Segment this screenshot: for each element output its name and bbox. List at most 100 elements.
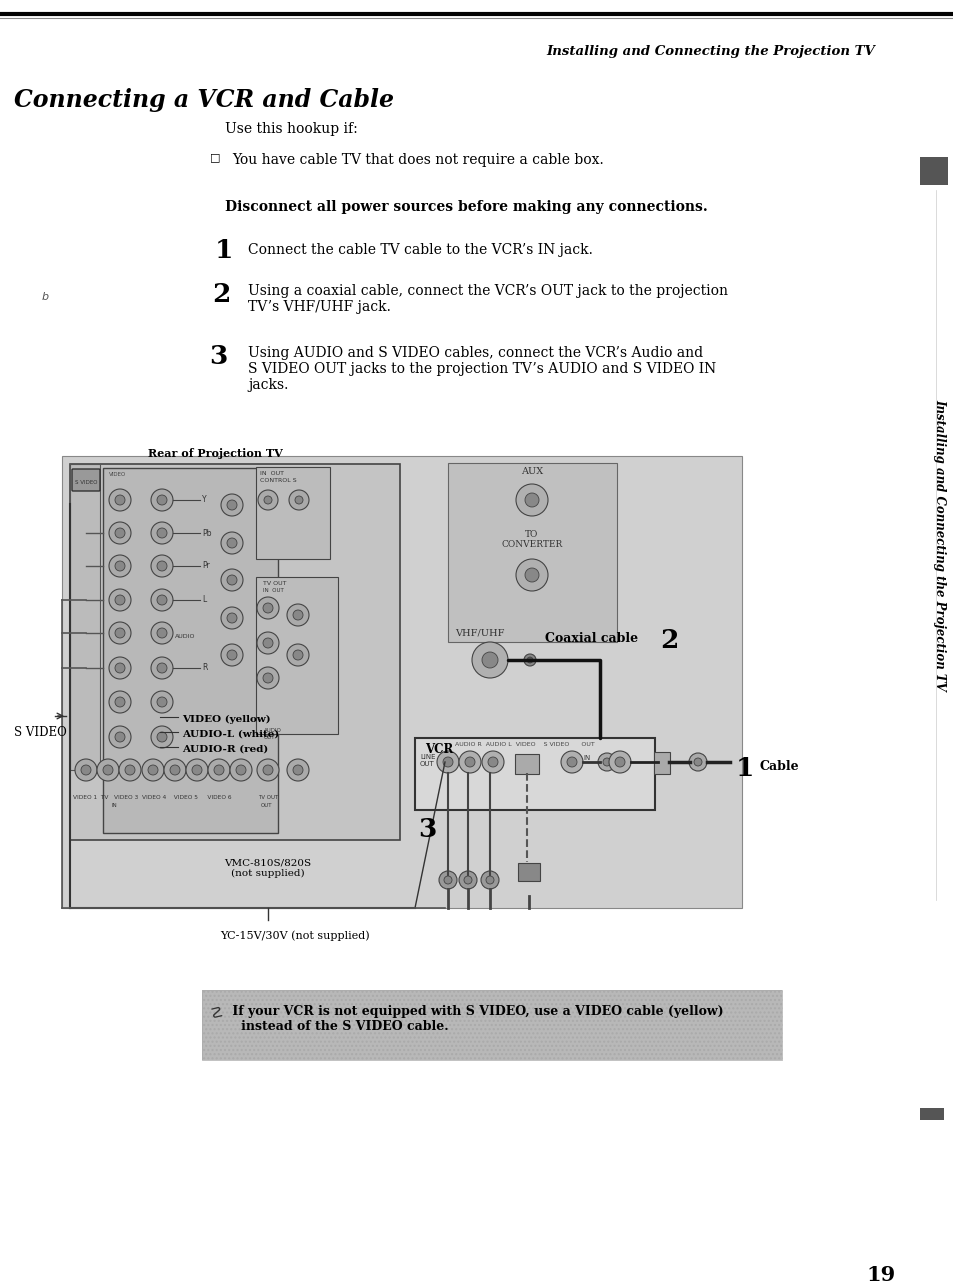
Text: Pb: Pb: [202, 529, 212, 538]
Text: OUT: OUT: [264, 736, 275, 739]
Ellipse shape: [227, 613, 236, 622]
Ellipse shape: [109, 691, 131, 712]
Ellipse shape: [293, 765, 303, 775]
Text: ☡: ☡: [210, 1004, 223, 1020]
Ellipse shape: [608, 751, 630, 773]
FancyBboxPatch shape: [654, 752, 669, 774]
Text: Cable: Cable: [760, 760, 799, 773]
Ellipse shape: [115, 529, 125, 538]
Ellipse shape: [293, 610, 303, 620]
Ellipse shape: [488, 757, 497, 766]
FancyBboxPatch shape: [70, 464, 399, 840]
Ellipse shape: [142, 759, 164, 781]
Text: S VIDEO: S VIDEO: [74, 480, 97, 485]
Text: 19: 19: [865, 1265, 894, 1285]
Ellipse shape: [256, 759, 278, 781]
Ellipse shape: [186, 759, 208, 781]
Ellipse shape: [287, 759, 309, 781]
Ellipse shape: [109, 657, 131, 679]
Text: Pr: Pr: [202, 562, 210, 571]
Text: 2: 2: [659, 628, 678, 653]
FancyBboxPatch shape: [415, 738, 655, 810]
Ellipse shape: [523, 655, 536, 666]
Ellipse shape: [442, 757, 453, 766]
Ellipse shape: [109, 556, 131, 577]
Text: Use this hookup if:: Use this hookup if:: [225, 122, 357, 136]
Ellipse shape: [481, 652, 497, 667]
Ellipse shape: [602, 757, 610, 766]
Ellipse shape: [263, 603, 273, 613]
Ellipse shape: [151, 657, 172, 679]
Ellipse shape: [157, 628, 167, 638]
Ellipse shape: [148, 765, 158, 775]
Ellipse shape: [524, 493, 538, 507]
FancyBboxPatch shape: [515, 754, 538, 774]
Ellipse shape: [615, 757, 624, 766]
Text: 3: 3: [209, 343, 227, 369]
Ellipse shape: [157, 495, 167, 505]
Text: Using a coaxial cable, connect the VCR’s OUT jack to the projection
TV’s VHF/UHF: Using a coaxial cable, connect the VCR’s…: [248, 284, 727, 314]
Ellipse shape: [560, 751, 582, 773]
Ellipse shape: [151, 556, 172, 577]
Ellipse shape: [257, 490, 277, 511]
Ellipse shape: [221, 568, 243, 592]
Ellipse shape: [235, 765, 246, 775]
Ellipse shape: [598, 754, 616, 772]
Ellipse shape: [256, 597, 278, 619]
Ellipse shape: [103, 765, 112, 775]
Ellipse shape: [287, 604, 309, 626]
Text: Connect the cable TV cable to the VCR’s IN jack.: Connect the cable TV cable to the VCR’s …: [248, 243, 592, 257]
Text: IN: IN: [582, 755, 590, 761]
Ellipse shape: [151, 522, 172, 544]
Ellipse shape: [151, 691, 172, 712]
Ellipse shape: [463, 876, 472, 883]
Ellipse shape: [263, 765, 273, 775]
Ellipse shape: [227, 538, 236, 548]
Ellipse shape: [438, 871, 456, 889]
Ellipse shape: [516, 484, 547, 516]
Ellipse shape: [221, 607, 243, 629]
Ellipse shape: [256, 631, 278, 655]
Text: □: □: [210, 152, 220, 162]
Ellipse shape: [485, 876, 494, 883]
Ellipse shape: [230, 759, 252, 781]
Text: VIDEO: VIDEO: [109, 472, 126, 477]
Text: IN  OUT: IN OUT: [260, 471, 284, 476]
Text: Coaxial cable: Coaxial cable: [544, 631, 638, 646]
Ellipse shape: [170, 765, 180, 775]
Ellipse shape: [157, 529, 167, 538]
FancyBboxPatch shape: [71, 469, 100, 491]
Ellipse shape: [472, 642, 507, 678]
Ellipse shape: [524, 568, 538, 583]
Text: Installing and Connecting the Projection TV: Installing and Connecting the Projection…: [933, 399, 945, 691]
Ellipse shape: [480, 871, 498, 889]
Ellipse shape: [566, 757, 577, 766]
Ellipse shape: [157, 664, 167, 673]
Ellipse shape: [109, 489, 131, 511]
FancyBboxPatch shape: [202, 990, 781, 1060]
Ellipse shape: [289, 490, 309, 511]
Text: AUDIO R  AUDIO L  VIDEO    S VIDEO      OUT: AUDIO R AUDIO L VIDEO S VIDEO OUT: [455, 742, 594, 747]
FancyBboxPatch shape: [255, 467, 330, 559]
Ellipse shape: [221, 532, 243, 554]
Ellipse shape: [109, 622, 131, 644]
Text: YC-15V/30V (not supplied): YC-15V/30V (not supplied): [220, 930, 369, 940]
Text: Using AUDIO and S VIDEO cables, connect the VCR’s Audio and
S VIDEO OUT jacks to: Using AUDIO and S VIDEO cables, connect …: [248, 346, 716, 392]
Text: Connecting a VCR and Cable: Connecting a VCR and Cable: [14, 87, 394, 112]
Ellipse shape: [693, 757, 701, 766]
FancyBboxPatch shape: [919, 1109, 943, 1120]
Text: 3: 3: [417, 817, 436, 842]
Ellipse shape: [157, 595, 167, 604]
Text: IN  OUT: IN OUT: [263, 588, 283, 593]
Ellipse shape: [263, 638, 273, 648]
Text: 1: 1: [735, 756, 754, 781]
FancyBboxPatch shape: [70, 464, 100, 770]
Ellipse shape: [458, 751, 480, 773]
Ellipse shape: [109, 727, 131, 748]
Ellipse shape: [125, 765, 135, 775]
Ellipse shape: [526, 657, 533, 664]
Ellipse shape: [227, 649, 236, 660]
Ellipse shape: [115, 561, 125, 571]
Ellipse shape: [151, 489, 172, 511]
Ellipse shape: [81, 765, 91, 775]
